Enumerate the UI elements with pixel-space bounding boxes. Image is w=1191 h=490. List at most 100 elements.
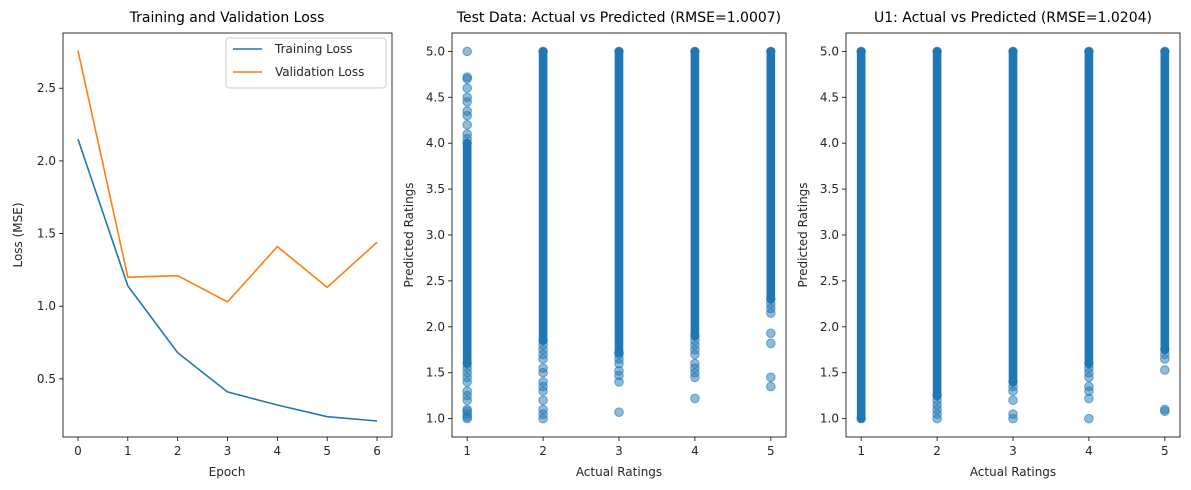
u1-scatter-title: U1: Actual vs Predicted (RMSE=1.0204) [874,10,1152,26]
legend-label-validation: Validation Loss [275,65,364,79]
data-point [932,395,942,406]
y-tick-label: 1.5 [426,366,445,380]
data-point [856,46,866,57]
data-point [690,335,700,346]
y-tick-label: 2.0 [820,320,839,334]
test-scatter-xlabel: Actual Ratings [576,465,662,479]
data-point [766,46,776,57]
y-tick-label: 3.0 [426,228,445,242]
loss-chart-axes-frame [62,32,393,438]
y-tick-label: 2.0 [37,154,56,168]
y-tick-label: 1.5 [37,227,56,241]
x-tick-label: 4 [274,444,282,458]
point-band [690,47,700,341]
data-point [1084,381,1094,392]
data-point [1008,46,1018,57]
data-point [766,381,776,392]
y-tick-label: 2.5 [820,274,839,288]
point-band [856,47,866,423]
point-band [932,47,942,400]
data-point [1008,409,1018,419]
point-band [1008,47,1018,387]
y-tick-label: 2.5 [37,81,56,95]
data-point [462,129,472,139]
data-point [1160,365,1170,375]
point-band [1160,47,1170,355]
loss-chart-ylabel: Loss (MSE) [11,202,25,267]
data-point [766,372,776,383]
y-tick-label: 1.0 [37,299,56,313]
y-tick-label: 3.5 [820,182,839,196]
x-tick-label: 1 [857,444,865,458]
data-point [538,404,548,415]
y-tick-label: 3.0 [820,228,839,242]
data-point [856,413,866,424]
x-tick-label: 1 [124,444,132,458]
data-point [462,92,472,103]
test-scatter-title: Test Data: Actual vs Predicted (RMSE=1.0… [456,10,781,26]
data-point [462,120,472,130]
data-point [1160,404,1170,415]
data-point [1084,46,1094,57]
data-point [614,46,624,57]
x-tick-label: 2 [933,444,941,458]
data-point [538,377,548,387]
data-point [766,299,776,309]
data-point [1160,46,1170,57]
data-point [690,393,700,404]
test-scatter-ylabel: Predicted Ratings [402,182,416,287]
data-point [538,340,548,350]
loss-chart: Training and Validation Loss Epoch Loss … [11,10,393,479]
x-tick-label: 4 [691,444,699,458]
y-tick-label: 4.5 [820,90,839,104]
data-point [462,46,472,57]
u1-scatter-xlabel: Actual Ratings [970,465,1056,479]
loss-chart-plot-area: 0 1 2 3 4 5 6 0.5 1.0 1.5 2.0 2.5 [37,50,381,458]
data-point [766,328,776,339]
y-tick-label: 0.5 [37,372,56,386]
point-band [462,138,472,368]
data-point [690,358,700,369]
y-tick-label: 4.0 [426,136,445,150]
data-point [1084,363,1094,373]
data-point [614,349,624,360]
x-tick-label: 5 [1161,444,1169,458]
x-tick-label: 3 [1009,444,1017,458]
y-tick-label: 2.5 [426,274,445,288]
point-band [1084,47,1094,368]
y-tick-label: 1.5 [820,366,839,380]
x-tick-label: 1 [463,444,471,458]
point-band [538,47,548,345]
data-point [932,46,942,57]
x-tick-label: 2 [174,444,182,458]
series-line-training-loss [77,138,378,422]
x-tick-label: 3 [224,444,232,458]
x-tick-label: 5 [767,444,775,458]
data-point [462,83,472,93]
y-tick-label: 1.0 [426,412,445,426]
point-band [614,47,624,357]
data-point [538,46,548,57]
data-point [614,407,624,418]
u1-scatter-ylabel: Predicted Ratings [796,182,810,287]
test-scatter-chart: Test Data: Actual vs Predicted (RMSE=1.0… [402,10,787,479]
data-point [690,46,700,57]
loss-chart-legend: Training Loss Validation Loss [225,37,387,89]
loss-chart-title: Training and Validation Loss [129,10,325,26]
x-tick-label: 0 [74,444,82,458]
u1-scatter-plot-area: 1 2 3 4 5 1.0 1.5 2.0 2.5 3.0 3.5 4.0 4.5 5.0 [820,44,1170,458]
y-tick-label: 3.5 [426,182,445,196]
data-point [766,338,776,349]
data-point [462,386,472,396]
y-tick-label: 2.0 [426,320,445,334]
y-tick-label: 5.0 [426,44,445,58]
y-tick-label: 4.0 [820,136,839,150]
data-point [462,106,472,116]
y-tick-label: 4.5 [426,90,445,104]
data-point [1008,395,1018,406]
data-point [538,395,548,406]
data-point [462,72,472,82]
point-band [766,47,776,304]
loss-chart-xlabel: Epoch [209,465,246,479]
